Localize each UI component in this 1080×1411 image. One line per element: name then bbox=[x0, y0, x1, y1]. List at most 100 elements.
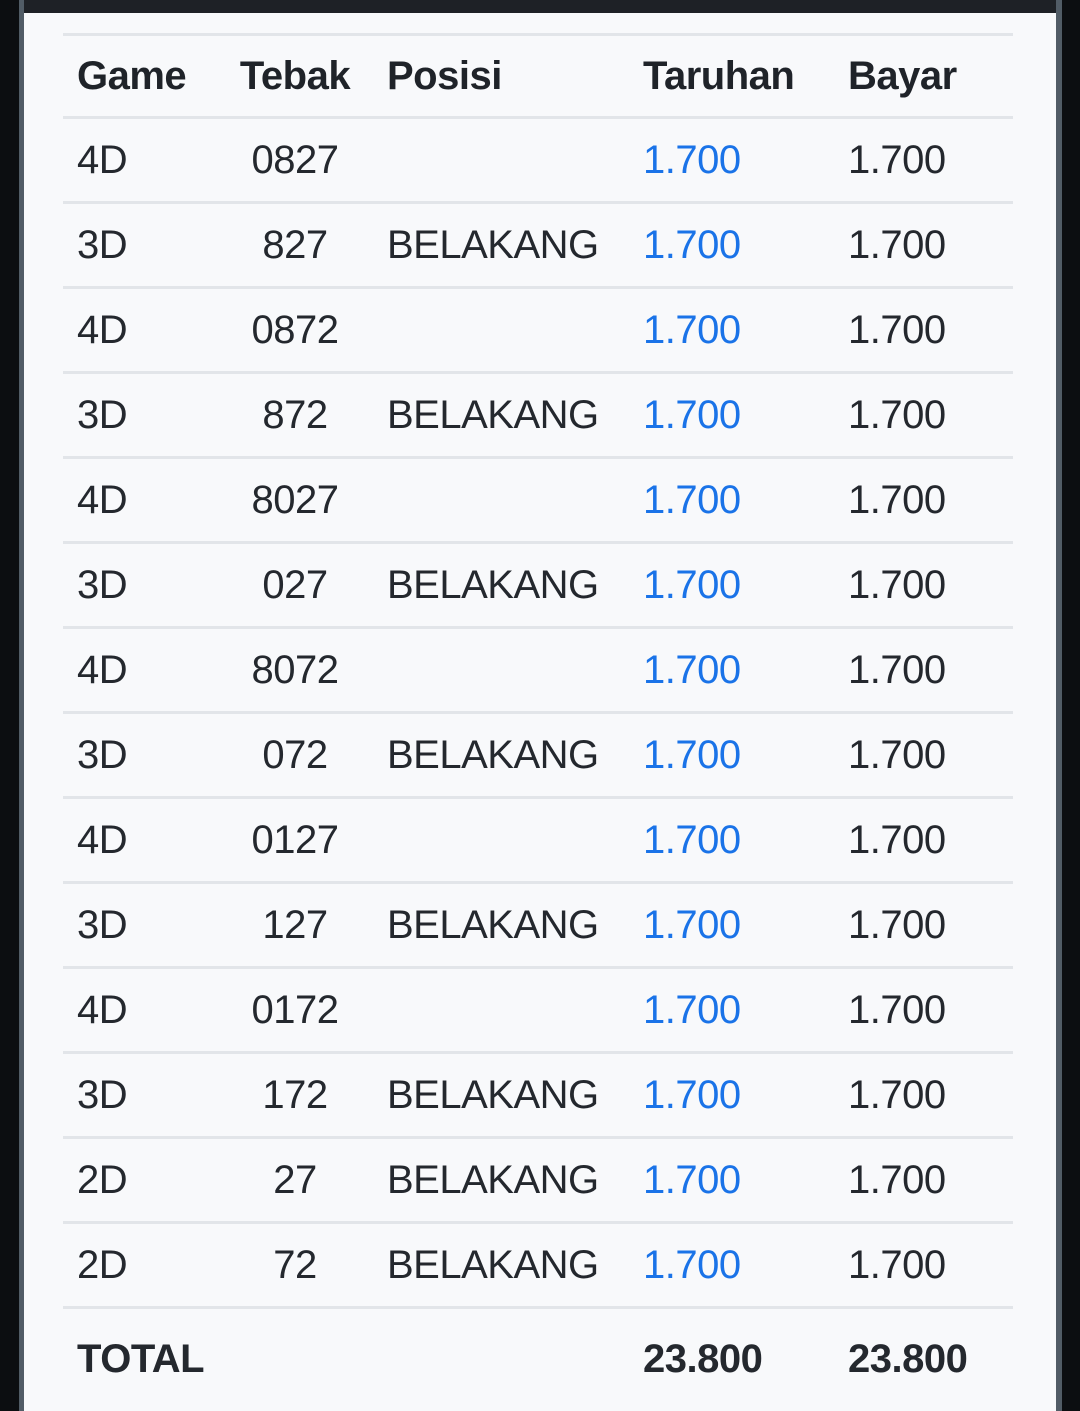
total-row: TOTAL 23.800 23.800 bbox=[63, 1308, 1013, 1410]
cell-tebak: 8027 bbox=[217, 457, 373, 544]
cell-bayar: 1.700 bbox=[834, 287, 1013, 374]
total-taruhan: 23.800 bbox=[643, 1336, 763, 1381]
cell-taruhan[interactable]: 1.700 bbox=[629, 882, 834, 969]
column-header-tebak: Tebak bbox=[217, 34, 373, 119]
cell-taruhan[interactable]: 1.700 bbox=[629, 797, 834, 884]
table-row: 2D 72 BELAKANG 1.700 1.700 bbox=[63, 1222, 1013, 1309]
cell-posisi bbox=[373, 457, 629, 544]
cell-posisi: BELAKANG bbox=[373, 542, 629, 629]
column-header-game: Game bbox=[63, 34, 217, 119]
cell-posisi: BELAKANG bbox=[373, 1222, 629, 1309]
column-header-bayar: Bayar bbox=[834, 34, 1013, 119]
cell-tebak: 0872 bbox=[217, 287, 373, 374]
cell-game: 4D bbox=[63, 627, 217, 714]
total-empty-posisi bbox=[373, 1308, 629, 1410]
cell-game: 4D bbox=[63, 967, 217, 1054]
cell-game: 2D bbox=[63, 1137, 217, 1224]
cell-bayar: 1.700 bbox=[834, 372, 1013, 459]
cell-taruhan[interactable]: 1.700 bbox=[629, 1222, 834, 1309]
cell-bayar: 1.700 bbox=[834, 967, 1013, 1054]
cell-tebak: 127 bbox=[217, 882, 373, 969]
table-row: 2D 27 BELAKANG 1.700 1.700 bbox=[63, 1137, 1013, 1224]
cell-tebak: 072 bbox=[217, 712, 373, 799]
total-label: TOTAL bbox=[77, 1336, 205, 1381]
cell-tebak: 172 bbox=[217, 1052, 373, 1139]
cell-tebak: 27 bbox=[217, 1137, 373, 1224]
table-row: 3D 172 BELAKANG 1.700 1.700 bbox=[63, 1052, 1013, 1139]
table-row: 4D 0127 1.700 1.700 bbox=[63, 797, 1013, 884]
table-row: 4D 0827 1.700 1.700 bbox=[63, 117, 1013, 204]
total-bayar: 23.800 bbox=[848, 1336, 968, 1381]
cell-taruhan[interactable]: 1.700 bbox=[629, 627, 834, 714]
table-row: 3D 827 BELAKANG 1.700 1.700 bbox=[63, 202, 1013, 289]
cell-bayar: 1.700 bbox=[834, 797, 1013, 884]
cell-game: 3D bbox=[63, 372, 217, 459]
cell-game: 4D bbox=[63, 117, 217, 204]
table-row: 3D 072 BELAKANG 1.700 1.700 bbox=[63, 712, 1013, 799]
cell-tebak: 827 bbox=[217, 202, 373, 289]
table-row: 4D 8072 1.700 1.700 bbox=[63, 627, 1013, 714]
cell-tebak: 027 bbox=[217, 542, 373, 629]
table-row: 4D 8027 1.700 1.700 bbox=[63, 457, 1013, 544]
cell-tebak: 0172 bbox=[217, 967, 373, 1054]
cell-posisi bbox=[373, 287, 629, 374]
cell-posisi bbox=[373, 797, 629, 884]
column-header-posisi: Posisi bbox=[373, 34, 629, 119]
cell-posisi bbox=[373, 117, 629, 204]
total-empty-tebak bbox=[217, 1308, 373, 1410]
table-row: 3D 127 BELAKANG 1.700 1.700 bbox=[63, 882, 1013, 969]
cell-taruhan[interactable]: 1.700 bbox=[629, 1052, 834, 1139]
bet-detail-card: Game Tebak Posisi Taruhan Bayar 4D 0827 1.… bbox=[24, 13, 1056, 1411]
cell-game: 3D bbox=[63, 542, 217, 629]
cell-bayar: 1.700 bbox=[834, 117, 1013, 204]
cell-posisi: BELAKANG bbox=[373, 202, 629, 289]
cell-game: 2D bbox=[63, 1222, 217, 1309]
cell-game: 3D bbox=[63, 882, 217, 969]
cell-bayar: 1.700 bbox=[834, 457, 1013, 544]
cell-tebak: 0127 bbox=[217, 797, 373, 884]
cell-taruhan[interactable]: 1.700 bbox=[629, 287, 834, 374]
cell-taruhan[interactable]: 1.700 bbox=[629, 372, 834, 459]
cell-taruhan[interactable]: 1.700 bbox=[629, 117, 834, 204]
top-bar bbox=[24, 0, 1056, 13]
table-row: 3D 027 BELAKANG 1.700 1.700 bbox=[63, 542, 1013, 629]
table-row: 3D 872 BELAKANG 1.700 1.700 bbox=[63, 372, 1013, 459]
table-row: 4D 0172 1.700 1.700 bbox=[63, 967, 1013, 1054]
cell-game: 3D bbox=[63, 1052, 217, 1139]
table-row: 4D 0872 1.700 1.700 bbox=[63, 287, 1013, 374]
cell-bayar: 1.700 bbox=[834, 202, 1013, 289]
cell-tebak: 8072 bbox=[217, 627, 373, 714]
left-edge-line bbox=[19, 0, 24, 1411]
cell-posisi: BELAKANG bbox=[373, 1052, 629, 1139]
cell-bayar: 1.700 bbox=[834, 1137, 1013, 1224]
cell-posisi: BELAKANG bbox=[373, 712, 629, 799]
column-header-taruhan: Taruhan bbox=[629, 34, 834, 119]
cell-posisi: BELAKANG bbox=[373, 882, 629, 969]
cell-game: 4D bbox=[63, 457, 217, 544]
bet-table: Game Tebak Posisi Taruhan Bayar 4D 0827 1.… bbox=[63, 33, 1013, 1409]
cell-taruhan[interactable]: 1.700 bbox=[629, 712, 834, 799]
cell-bayar: 1.700 bbox=[834, 1052, 1013, 1139]
cell-tebak: 872 bbox=[217, 372, 373, 459]
cell-taruhan[interactable]: 1.700 bbox=[629, 542, 834, 629]
cell-game: 4D bbox=[63, 287, 217, 374]
cell-bayar: 1.700 bbox=[834, 1222, 1013, 1309]
cell-tebak: 0827 bbox=[217, 117, 373, 204]
cell-bayar: 1.700 bbox=[834, 882, 1013, 969]
cell-posisi: BELAKANG bbox=[373, 372, 629, 459]
cell-tebak: 72 bbox=[217, 1222, 373, 1309]
cell-taruhan[interactable]: 1.700 bbox=[629, 967, 834, 1054]
cell-bayar: 1.700 bbox=[834, 542, 1013, 629]
cell-posisi bbox=[373, 967, 629, 1054]
cell-game: 3D bbox=[63, 202, 217, 289]
cell-posisi: BELAKANG bbox=[373, 1137, 629, 1224]
bet-table-body: 4D 0827 1.700 1.700 3D 827 BELAKANG 1.700 1.700 4… bbox=[63, 117, 1013, 1309]
cell-taruhan[interactable]: 1.700 bbox=[629, 202, 834, 289]
bet-table-footer: TOTAL 23.800 23.800 bbox=[63, 1308, 1013, 1410]
cell-taruhan[interactable]: 1.700 bbox=[629, 1137, 834, 1224]
right-edge-line bbox=[1056, 0, 1062, 1411]
bet-table-header: Game Tebak Posisi Taruhan Bayar bbox=[63, 34, 1013, 119]
cell-posisi bbox=[373, 627, 629, 714]
cell-taruhan[interactable]: 1.700 bbox=[629, 457, 834, 544]
header-row: Game Tebak Posisi Taruhan Bayar bbox=[63, 34, 1013, 119]
